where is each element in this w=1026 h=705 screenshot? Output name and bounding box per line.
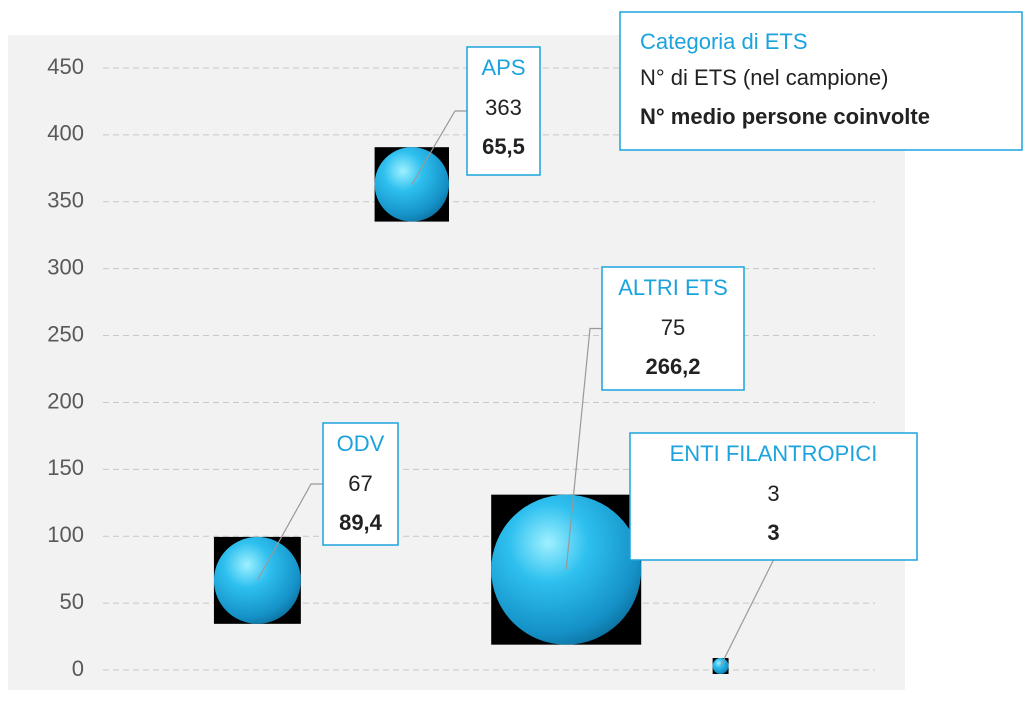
y-tick-label: 400 [47, 121, 84, 146]
label-box [322, 422, 399, 546]
leader-line [256, 483, 323, 581]
y-tick-label: 300 [47, 254, 84, 279]
y-tick-label: 150 [47, 455, 84, 480]
y-tick-label: 250 [47, 321, 84, 346]
leader-line [411, 110, 467, 185]
y-tick-label: 450 [47, 54, 84, 79]
leader-line [720, 559, 775, 667]
bubble-count: 363 [485, 95, 522, 120]
y-tick-label: 100 [47, 522, 84, 547]
label-box [466, 46, 541, 176]
label-box [601, 266, 745, 391]
bubble-count: 67 [348, 471, 372, 496]
legend: Categoria di ETS N° di ETS (nel campione… [619, 11, 1023, 151]
legend-size: N° medio persone coinvolte [640, 104, 930, 129]
legend-count: N° di ETS (nel campione) [640, 65, 888, 90]
legend-title: Categoria di ETS [640, 29, 808, 54]
label-box [629, 432, 918, 561]
y-tick-label: 50 [60, 589, 84, 614]
leader-line [565, 327, 602, 570]
bubble [374, 147, 450, 222]
bubble-name: ENTI FILANTROPICI [670, 441, 878, 466]
y-tick-label: 0 [72, 656, 84, 681]
bubble-name: ALTRI ETS [618, 275, 728, 300]
bubble-size: 3 [767, 520, 779, 545]
bubble-count: 3 [767, 481, 779, 506]
legend-box [619, 11, 1023, 151]
y-tick-label: 350 [47, 188, 84, 213]
y-tick-label: 200 [47, 388, 84, 413]
bubble-size: 89,4 [339, 510, 383, 535]
bubble-size: 266,2 [645, 354, 700, 379]
bubble-size: 65,5 [482, 134, 525, 159]
bubble-name: ODV [337, 431, 385, 456]
bubble-name: APS [481, 55, 525, 80]
bubble-count: 75 [661, 315, 685, 340]
